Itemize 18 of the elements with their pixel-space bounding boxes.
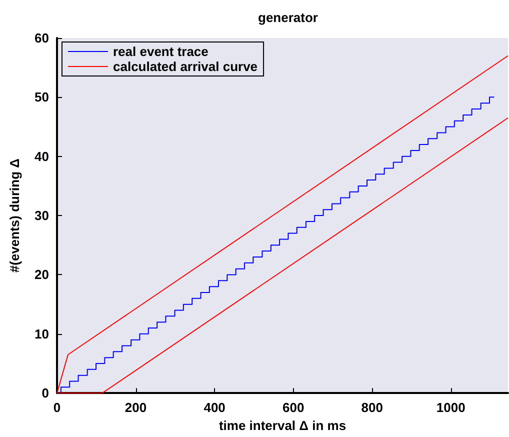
y-tick-label: 30 <box>34 208 49 224</box>
x-tick-label: 600 <box>282 400 304 416</box>
y-tick-label: 10 <box>34 326 49 342</box>
x-tick-label: 200 <box>124 400 147 416</box>
x-tick-label: 400 <box>204 400 226 416</box>
x-tick-label: 800 <box>361 400 383 416</box>
chart-title: generator <box>258 10 318 25</box>
y-tick-label: 40 <box>34 148 49 164</box>
y-tick-label: 50 <box>34 90 49 105</box>
y-tick-label: 20 <box>34 267 49 282</box>
legend-label: calculated arrival curve <box>113 59 258 74</box>
x-axis-title: time interval Δ in ms <box>218 418 346 433</box>
x-tick-label: 1000 <box>436 400 466 416</box>
y-axis-title: #(events) during Δ <box>7 158 22 273</box>
legend-label: real event trace <box>113 44 208 59</box>
y-tick-label: 0 <box>42 386 49 401</box>
x-tick-label: 0 <box>53 400 61 416</box>
y-tick-label: 60 <box>34 30 49 46</box>
